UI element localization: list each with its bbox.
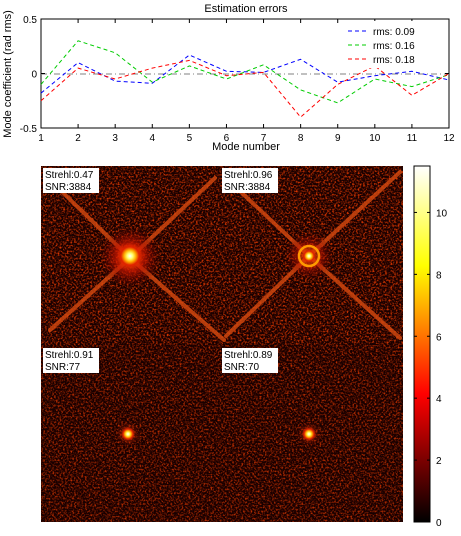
legend-label: rms: 0.16 — [373, 41, 415, 52]
y-tick-label: 0 — [31, 70, 37, 81]
y-tick-label: -0.5 — [20, 124, 38, 135]
psf-core-bottom-left — [121, 427, 135, 441]
x-tick-label: 1 — [38, 133, 44, 144]
colorbar-tick-label: 8 — [436, 270, 442, 281]
psf-airy-ring — [297, 244, 321, 268]
x-axis-label: Mode number — [212, 141, 280, 153]
strehl-label: Strehl:0.47 — [45, 170, 94, 181]
snr-label: SNR:70 — [224, 362, 259, 373]
x-axis: 1 2 3 4 5 6 7 8 9 10 11 12 — [38, 19, 455, 144]
snr-label: SNR:77 — [45, 362, 80, 373]
annotation-box — [222, 168, 278, 193]
colorbar-gradient — [413, 165, 431, 523]
x-tick-label: 4 — [149, 133, 155, 144]
x-tick-label: 11 — [407, 133, 418, 144]
colorbar-ticks: 10 8 6 4 2 0 — [414, 208, 448, 529]
legend-label: rms: 0.09 — [373, 27, 415, 38]
colorbar-tick-label: 0 — [436, 518, 442, 529]
strehl-label: Strehl:0.89 — [224, 350, 273, 361]
psf-core-bottom-right — [302, 427, 316, 441]
y-axis-label: Mode coefficient (rad rms) — [2, 10, 14, 138]
psf-core-top-left — [117, 243, 143, 269]
x-tick-label: 6 — [224, 133, 230, 144]
snr-label: SNR:3884 — [45, 182, 92, 193]
colorbar-tick-label: 2 — [436, 456, 442, 467]
legend: rms: 0.09 rms: 0.16 rms: 0.18 — [343, 21, 447, 68]
strehl-label: Strehl:0.96 — [224, 170, 273, 181]
speckle-noise-bottom — [41, 344, 403, 522]
y-tick-label: 0.5 — [23, 15, 37, 26]
chart-title: Estimation errors — [204, 3, 288, 15]
annotation-box — [222, 348, 278, 373]
y-axis: 0.5 0 -0.5 — [20, 15, 449, 135]
series-line-1 — [40, 54, 450, 94]
x-tick-label: 8 — [298, 133, 304, 144]
x-tick-label: 9 — [335, 133, 341, 144]
strehl-label: Strehl:0.91 — [45, 350, 94, 361]
colorbar: 10 8 6 4 2 0 — [413, 165, 448, 529]
panel-labels: Strehl:0.47SNR:3884Strehl:0.96SNR:3884St… — [43, 168, 278, 373]
x-tick-label: 12 — [443, 133, 455, 144]
legend-label: rms: 0.18 — [373, 55, 415, 66]
x-tick-label: 2 — [75, 133, 81, 144]
x-tick-label: 3 — [112, 133, 118, 144]
x-tick-label: 10 — [369, 133, 381, 144]
psf-core-top-right — [302, 249, 316, 263]
psf-image: Strehl:0.47SNR:3884Strehl:0.96SNR:3884St… — [41, 166, 403, 522]
colorbar-tick-label: 10 — [436, 208, 448, 219]
snr-label: SNR:3884 — [224, 182, 271, 193]
x-tick-label: 5 — [187, 133, 193, 144]
x-tick-label: 7 — [261, 133, 267, 144]
annotation-box — [43, 348, 99, 373]
colorbar-tick-label: 4 — [436, 394, 442, 405]
colorbar-tick-label: 6 — [436, 332, 442, 343]
series-layer — [40, 40, 450, 118]
legend-box — [343, 21, 447, 68]
error-line-chart: Estimation errors 1 2 3 4 5 6 7 8 9 10 11 12 0.50-0… — [2, 3, 455, 153]
annotation-box — [43, 168, 99, 193]
